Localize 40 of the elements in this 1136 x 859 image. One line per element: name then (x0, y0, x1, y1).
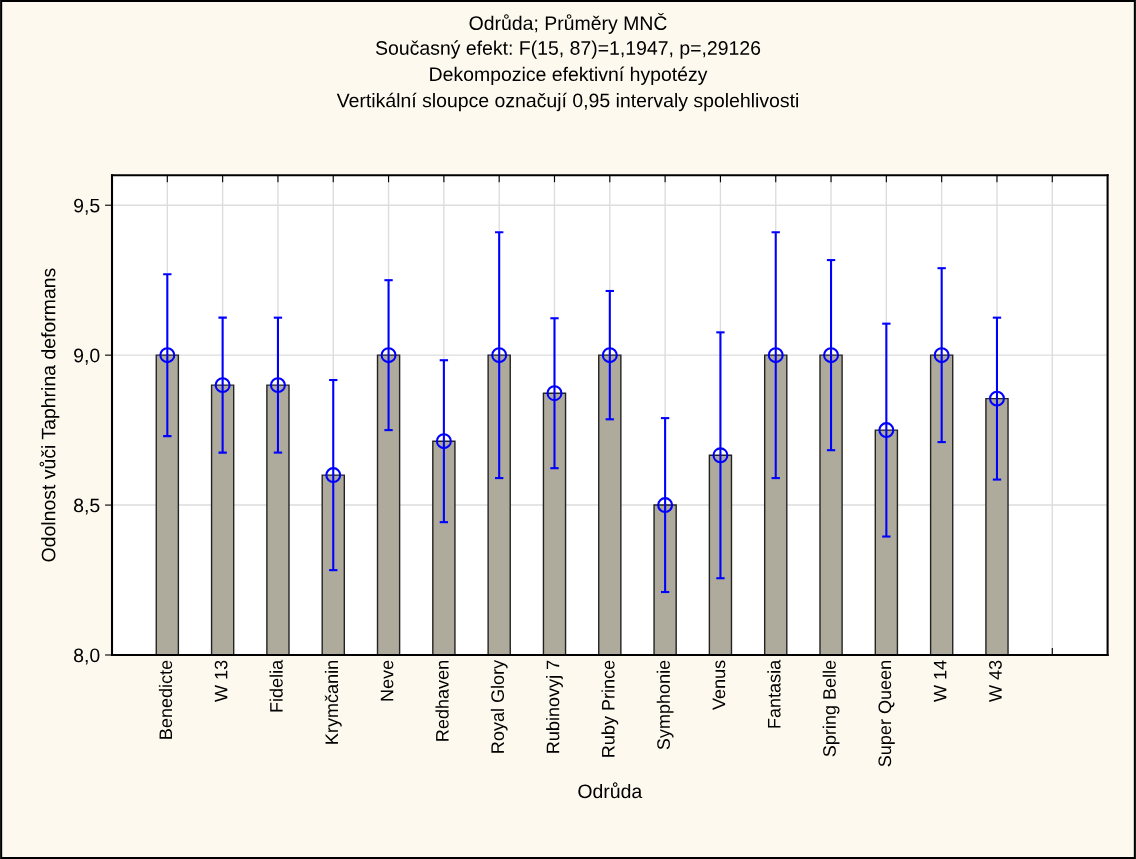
point (325, 467, 342, 484)
y-tick-label: 8,0 (74, 648, 100, 665)
x-tick-label: Fidelia (269, 659, 283, 712)
x-axis-title: Odrůda (578, 782, 643, 799)
x-tick-label: Spring Belle (822, 660, 840, 757)
point (823, 347, 840, 364)
point (214, 377, 231, 394)
x-tick-label: W 13 (214, 660, 228, 702)
x-tick-label: Royal Glory (490, 659, 508, 753)
point (269, 377, 286, 394)
x-tick-label: Symphonie (656, 660, 674, 750)
point (878, 422, 895, 439)
y-tick-label: 9,5 (74, 198, 100, 215)
x-tick-label: W 14 (933, 660, 947, 702)
y-axis-title: Odolnost vůči Taphrina deformans (39, 268, 60, 562)
point (491, 347, 508, 364)
point (657, 497, 674, 514)
point (767, 347, 784, 364)
x-tick-label: Neve (380, 660, 394, 701)
point (601, 347, 618, 364)
point (988, 390, 1005, 407)
x-tick-label: Redhaven (435, 661, 449, 741)
x-tick-label: Rubinovyj 7 (546, 660, 563, 753)
y-tick-label: 9,0 (74, 348, 100, 365)
y-tick-label: 8,5 (74, 498, 100, 515)
point (933, 347, 950, 364)
x-tick-label: Krymčanin (324, 661, 342, 744)
x-tick-label: Fantasia (767, 659, 781, 728)
x-tick-label: Benedicte (158, 660, 173, 739)
point (159, 347, 176, 364)
point (380, 347, 397, 364)
chart-title: Odrůda; Průměry MNČ (469, 12, 667, 34)
x-tick-label: Super Queen (878, 661, 895, 767)
x-tick-label: W 43 (989, 660, 1002, 702)
point (435, 433, 452, 450)
point (546, 385, 563, 402)
chart-subtitle: Současný efekt: F(15, 87)=1,1947, p=,29126 Dekompozice efektivní hypotézy Vertikální sloupce označují 0,95 intervaly spolehlivosti (336, 40, 799, 112)
x-tick-label: Venus (712, 660, 726, 710)
point (712, 447, 729, 464)
x-tick-label: Ruby Prince (601, 660, 619, 757)
